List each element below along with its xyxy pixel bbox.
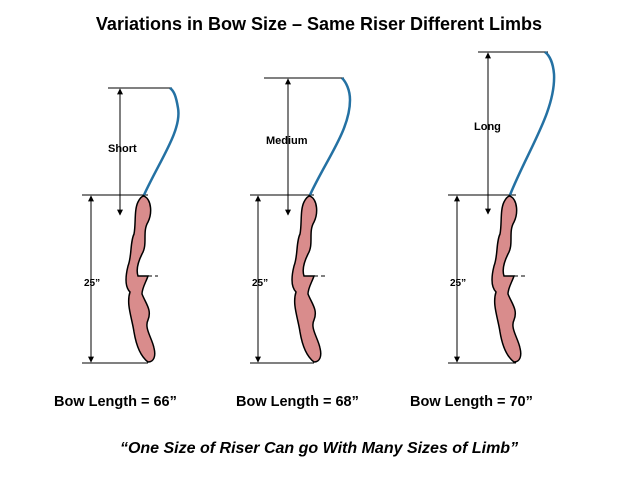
- limb-length-label: Medium: [266, 135, 308, 147]
- bow-long: Long 25”: [448, 51, 556, 364]
- bow-medium: Medium 25”: [250, 77, 352, 364]
- caption-quote: “One Size of Riser Can go With Many Size…: [119, 440, 519, 457]
- riser-length-label: 25”: [252, 278, 268, 289]
- limb-curve: [508, 51, 556, 196]
- limb-curve: [142, 87, 180, 196]
- bow-length-68: Bow Length = 68”: [236, 394, 359, 410]
- riser-shape: [125, 195, 156, 363]
- bow-length-70: Bow Length = 70”: [410, 394, 533, 410]
- slide-title: Variations in Bow Size – Same Riser Diff…: [95, 14, 543, 34]
- riser-length-label: 25”: [450, 278, 466, 289]
- riser-shape: [291, 195, 322, 363]
- bow-length-66: Bow Length = 66”: [54, 394, 177, 410]
- bow-short: Short 25”: [82, 87, 180, 364]
- limb-curve: [308, 77, 352, 196]
- limb-length-label: Long: [474, 121, 501, 133]
- riser-shape: [491, 195, 522, 363]
- limb-length-label: Short: [108, 143, 137, 155]
- riser-length-label: 25”: [84, 278, 100, 289]
